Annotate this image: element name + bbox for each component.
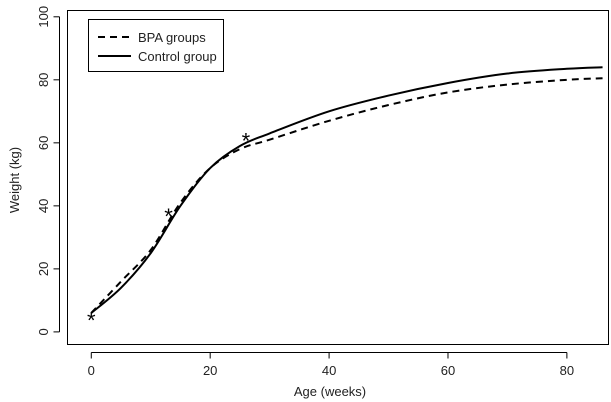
significance-marker: * [242,129,251,154]
plot-frame [67,10,609,345]
x-tick-label: 20 [203,363,217,378]
y-axis-label: Weight (kg) [7,147,22,213]
x-tick-label: 60 [441,363,455,378]
x-tick-label: 80 [560,363,574,378]
y-axis: 0 20 40 60 80 100 [36,6,60,336]
x-axis-label: Age (weeks) [294,384,366,399]
series-line-bpa [90,77,603,314]
y-tick-label: 20 [36,262,51,276]
y-tick-label: 60 [36,136,51,150]
significance-marker: * [164,204,173,229]
y-tick-label: 0 [36,328,51,335]
x-tick-label: 0 [88,363,95,378]
y-tick-label: 40 [36,199,51,213]
legend-box [88,19,224,72]
legend-label-bpa: BPA groups [138,30,206,45]
significance-marker: * [87,308,96,333]
x-tick-label: 40 [322,363,336,378]
series-line-control [90,66,603,314]
legend: BPA groups Control group [88,19,224,72]
y-tick-label: 80 [36,73,51,87]
series-layer [90,66,603,314]
x-axis: 0 20 40 60 80 [88,352,574,378]
legend-label-control: Control group [138,49,217,64]
y-tick-label: 100 [36,6,51,28]
marker-layer: * * * [87,129,251,334]
